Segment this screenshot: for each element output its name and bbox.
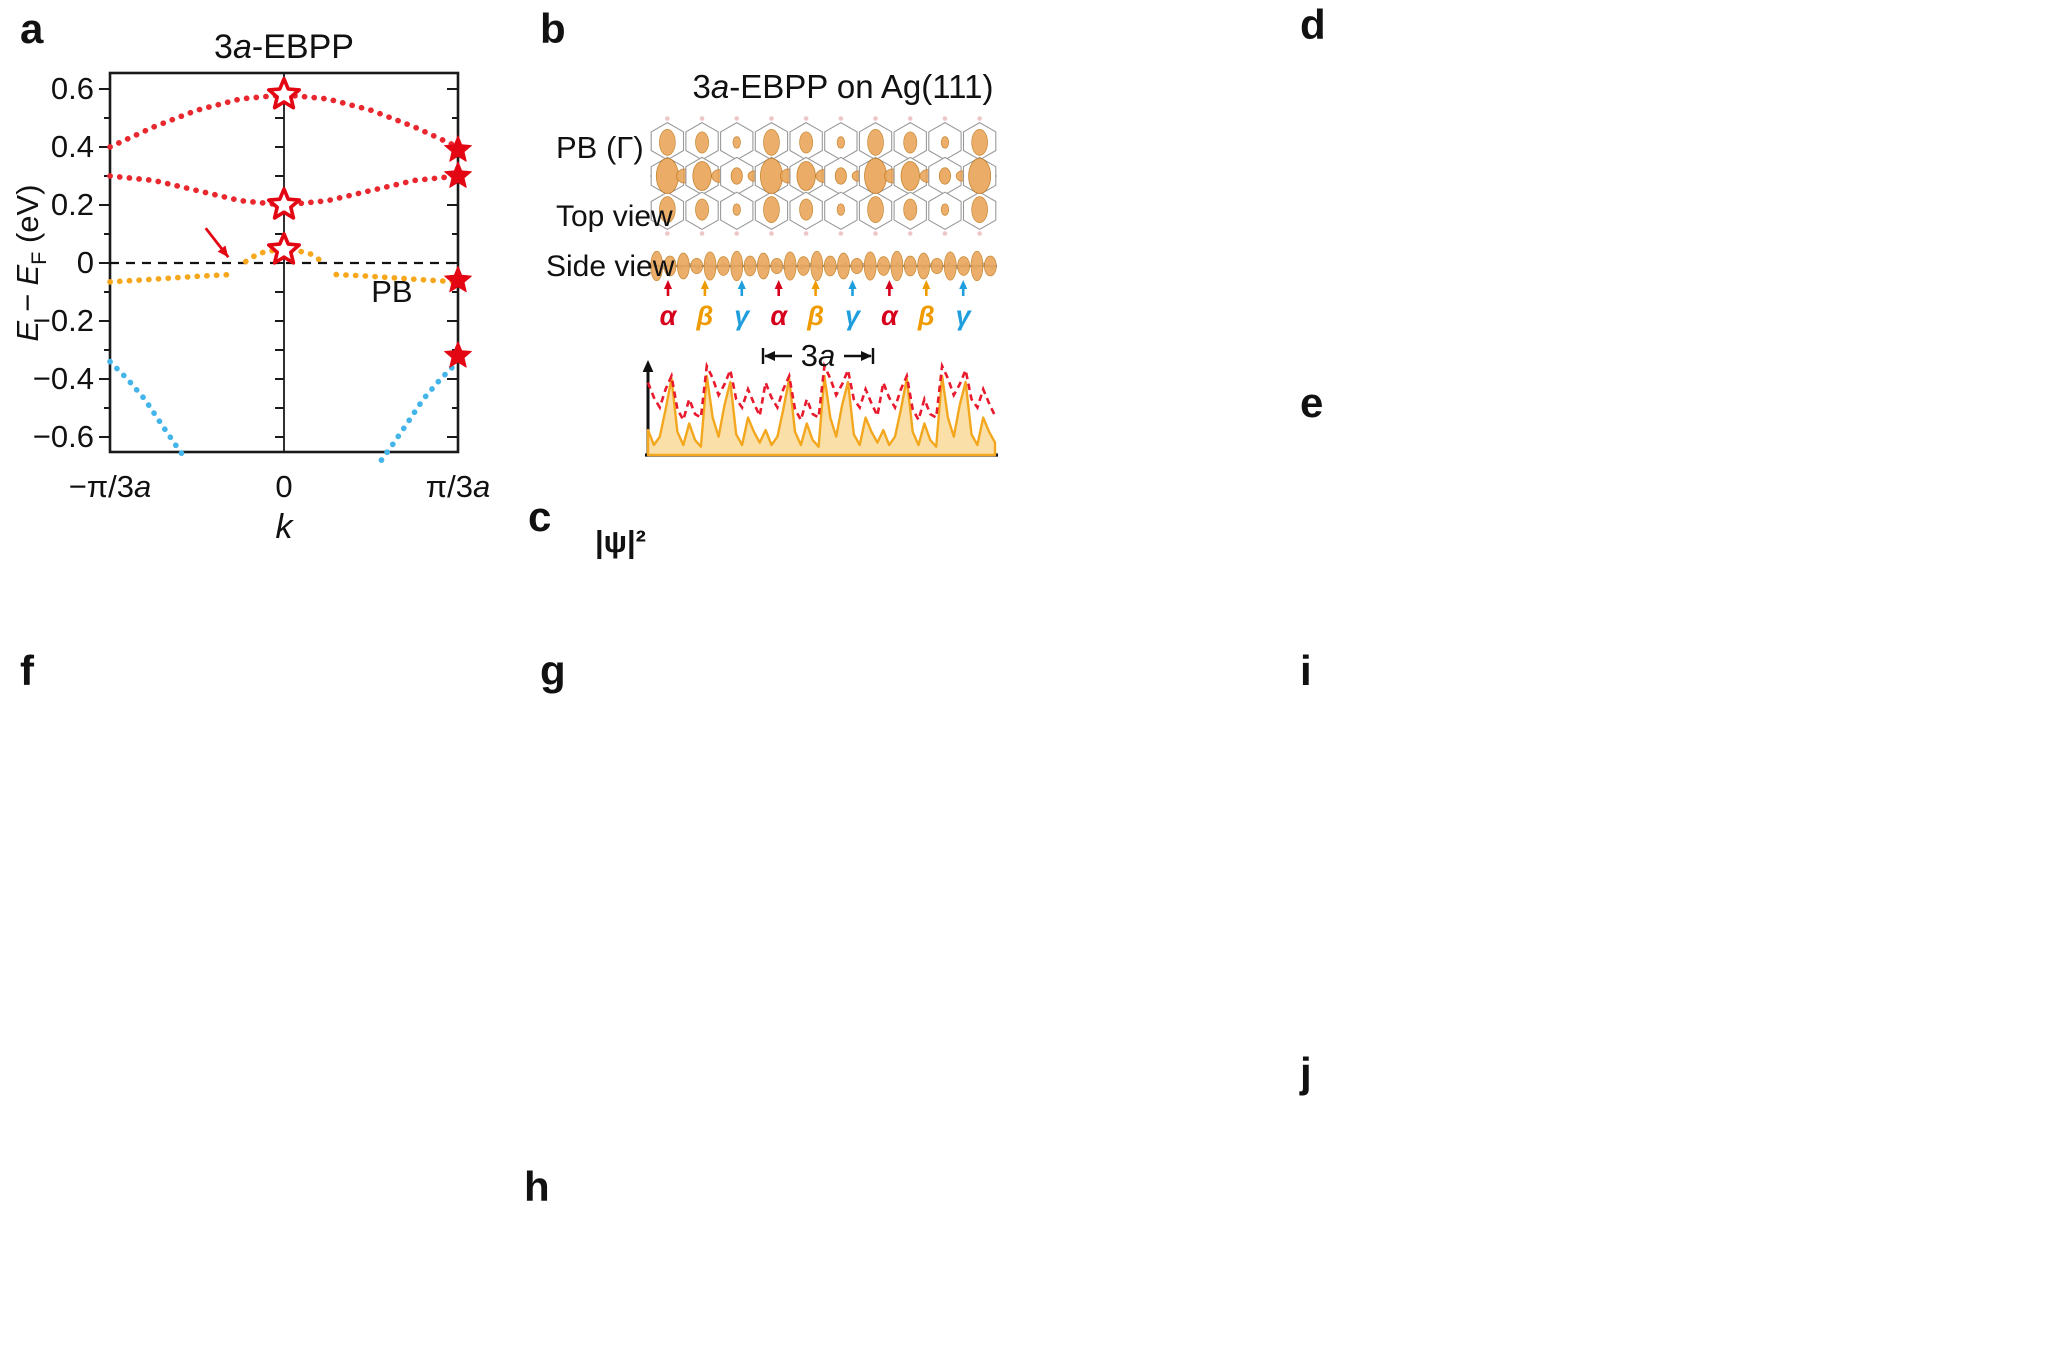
band-state-label: PB (Γ) xyxy=(556,130,644,165)
panel-a: 0.6 0.4 0.2 0 −0.2 −0.4 −0.6 PB 3a-EBPP E − EF (e… xyxy=(10,28,490,546)
arrow-head xyxy=(217,245,229,258)
panel-letter-j: j xyxy=(1300,1049,1312,1096)
site-label: β xyxy=(806,301,824,331)
y-tick-label: −0.6 xyxy=(33,419,94,454)
panel-letter-f: f xyxy=(20,647,34,694)
period-span-label: 3a xyxy=(801,338,836,373)
star-open xyxy=(267,77,301,110)
y-tick-label: −0.2 xyxy=(33,303,94,338)
y-tick-label: 0 xyxy=(77,245,94,280)
y-tick-label: 0.2 xyxy=(51,187,94,222)
arrow-head xyxy=(642,360,654,372)
x-tick-label: 0 xyxy=(275,469,292,504)
star-open xyxy=(267,187,301,220)
band-blue xyxy=(378,358,461,463)
y-tick-label: −0.4 xyxy=(33,361,94,396)
arrow-head xyxy=(922,280,931,289)
arrow-head xyxy=(861,351,872,361)
star-filled xyxy=(444,265,472,293)
panel-letter-g: g xyxy=(540,647,566,694)
x-tick-label: π/3a xyxy=(426,469,491,504)
panel-title: 3a-EBPP xyxy=(214,28,354,66)
psi-curve-red xyxy=(646,361,997,424)
arrow-head xyxy=(885,280,894,289)
site-label: α xyxy=(881,301,899,331)
x-axis-label: k xyxy=(276,508,295,546)
site-label: γ xyxy=(956,301,973,331)
y-axis-label: |ψ|² xyxy=(595,524,646,559)
panel-letter-e: e xyxy=(1300,379,1324,426)
top-view-image xyxy=(650,116,997,236)
y-axis-label: E − EF (eV) xyxy=(10,184,51,341)
arrow-head xyxy=(959,280,968,289)
site-label: β xyxy=(917,301,935,331)
panel-c: 3a |ψ|² xyxy=(595,338,998,559)
panel-letter-c: c xyxy=(528,493,552,540)
y-tick-label: 0.4 xyxy=(51,129,94,164)
band-blue xyxy=(107,358,190,463)
arrow-head xyxy=(774,280,783,289)
side-view-label: Side view xyxy=(546,250,675,283)
site-label: α xyxy=(770,301,788,331)
arrow-head xyxy=(811,280,820,289)
band-orange xyxy=(333,271,461,285)
y-tick-label: 0.6 xyxy=(51,71,94,106)
star-filled xyxy=(444,135,472,162)
panel-letter-d: d xyxy=(1300,1,1326,48)
band-label: PB xyxy=(371,274,412,309)
star-open xyxy=(267,232,301,265)
site-label: γ xyxy=(845,301,862,331)
arrow-head xyxy=(848,280,857,289)
arrow-head xyxy=(737,280,746,289)
panel-letter-b: b xyxy=(540,5,566,52)
top-view-label: Top view xyxy=(556,200,673,233)
site-label: β xyxy=(696,301,714,331)
x-tick-label: −π/3a xyxy=(69,469,152,504)
panel-b: 3a-EBPP on Ag(111) PB (Γ) Top view Side vie… xyxy=(546,68,997,331)
panel-letter-h: h xyxy=(524,1163,550,1210)
star-filled xyxy=(444,341,472,368)
arrow-head xyxy=(700,280,709,289)
panel-title: 3a-EBPP on Ag(111) xyxy=(693,68,994,105)
side-view-image xyxy=(650,250,997,282)
star-filled xyxy=(444,161,472,188)
site-label: α xyxy=(660,301,678,331)
panel-letter-i: i xyxy=(1300,647,1312,694)
panel-letter-a: a xyxy=(20,5,44,52)
site-label: γ xyxy=(734,301,751,331)
arrow-head xyxy=(764,351,775,361)
arrow-head xyxy=(663,280,673,289)
band-orange xyxy=(107,271,235,285)
